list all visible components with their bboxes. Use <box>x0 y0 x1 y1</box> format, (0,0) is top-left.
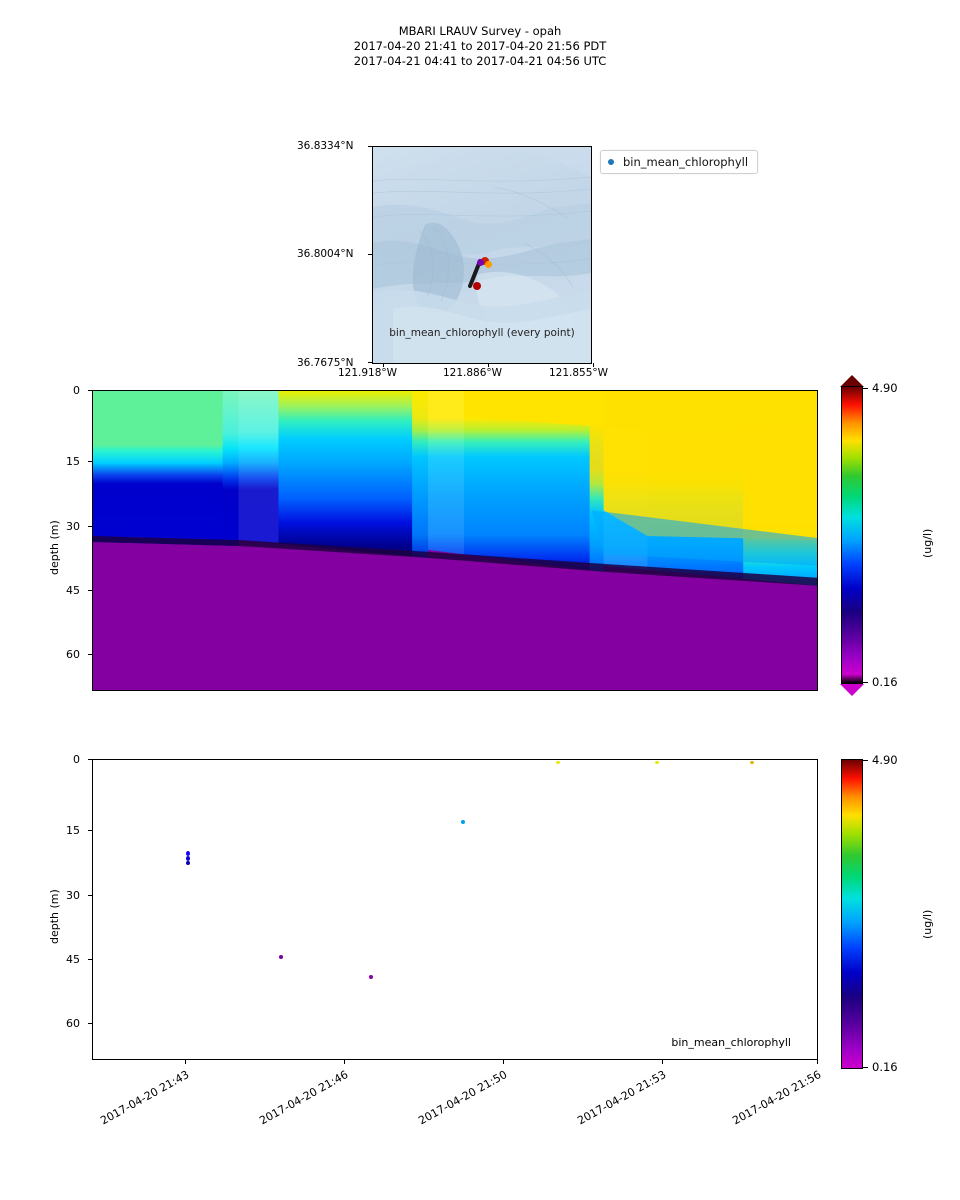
map-lon-tick-left: 121.918°W <box>338 367 398 379</box>
section-panel[interactable] <box>92 390 818 691</box>
colorbar-unit-label: (ug/l) <box>921 528 934 558</box>
track-point <box>485 261 492 268</box>
scatter-ytickmark <box>88 1023 92 1024</box>
scatter-ytick: 30 <box>66 889 80 902</box>
scatter-ytick: 15 <box>66 824 80 837</box>
colorbar-min-tickmark <box>863 1067 868 1068</box>
colorbar-gradient <box>841 386 863 684</box>
scatter-panel[interactable]: bin_mean_chlorophyll <box>92 759 818 1060</box>
section-ytickmark <box>88 526 92 527</box>
scatter-point <box>186 856 190 861</box>
scatter-xtick: 2017-04-20 21:43 <box>98 1068 192 1128</box>
scatter-xtickmark <box>344 1060 345 1064</box>
colorbar-max-label: 4.90 <box>872 753 898 767</box>
colorbar-gradient <box>841 759 863 1069</box>
bathymetry-basemap <box>373 147 591 363</box>
colorbar-unit-label: (ug/l) <box>921 909 934 939</box>
scatter-ytick: 45 <box>66 953 80 966</box>
scatter-xtickmark <box>662 1060 663 1064</box>
scatter-ytickmark <box>88 959 92 960</box>
scatter-xtick: 2017-04-20 21:53 <box>575 1068 669 1128</box>
scatter-point <box>461 820 465 824</box>
scatter-ytickmark <box>88 759 92 760</box>
scatter-point <box>279 955 283 959</box>
scatter-point <box>556 761 560 764</box>
map-annotation: bin_mean_chlorophyll (every point) <box>389 327 575 339</box>
map-lat-tick-mid: 36.8004°N <box>297 248 354 260</box>
scatter-annotation: bin_mean_chlorophyll <box>671 1036 791 1049</box>
section-ytickmark <box>88 390 92 391</box>
section-ytickmark <box>88 654 92 655</box>
colorbar-min-label: 0.16 <box>872 675 898 689</box>
map-lon-tickmark <box>488 363 489 367</box>
colorbar-extend-min-icon <box>840 684 864 696</box>
section-ytick: 60 <box>66 648 80 661</box>
plot-title: MBARI LRAUV Survey - opah 2017-04-20 21:… <box>0 24 960 69</box>
scatter-xtickmark <box>185 1060 186 1064</box>
map-lon-tickmark <box>593 363 594 367</box>
track-point <box>481 257 489 265</box>
legend-marker-icon <box>608 159 614 165</box>
title-line-pdt: 2017-04-20 21:41 to 2017-04-20 21:56 PDT <box>353 39 607 53</box>
scatter-point <box>750 761 754 764</box>
section-ytick: 0 <box>73 384 80 397</box>
legend-label: bin_mean_chlorophyll <box>623 155 749 169</box>
title-line-survey: MBARI LRAUV Survey - opah <box>398 24 562 38</box>
colorbar-min-tickmark <box>863 682 868 683</box>
map-lon-tickmark <box>383 363 384 367</box>
scatter-ytickmark <box>88 895 92 896</box>
scatter-point <box>186 861 190 865</box>
map-panel[interactable]: bin_mean_chlorophyll (every point) <box>372 146 592 364</box>
section-ytick: 15 <box>66 455 80 468</box>
section-ytick: 30 <box>66 520 80 533</box>
section-ytick: 45 <box>66 584 80 597</box>
colorbar-min-label: 0.16 <box>872 1060 898 1074</box>
scatter-point <box>186 851 190 856</box>
scatter-xtickmark <box>503 1060 504 1064</box>
colorbar-max-tickmark <box>863 760 868 761</box>
map-lat-tick-top: 36.8334°N <box>297 140 354 152</box>
colorbar-max-tickmark <box>863 388 868 389</box>
colorbar-max-label: 4.90 <box>872 381 898 395</box>
scatter-xtickmark <box>817 1060 818 1064</box>
scatter-point <box>655 761 659 764</box>
map-lon-tick-mid: 121.886°W <box>443 367 503 379</box>
title-line-utc: 2017-04-21 04:41 to 2017-04-21 04:56 UTC <box>353 54 607 68</box>
track-point <box>473 282 481 290</box>
scatter-ytick: 60 <box>66 1017 80 1030</box>
track-point <box>477 259 484 266</box>
map-lon-tick-right: 121.855°W <box>549 367 609 379</box>
scatter-xtick: 2017-04-20 21:46 <box>257 1068 351 1128</box>
section-ytickmark <box>88 461 92 462</box>
map-lat-tick-bottom: 36.7675°N <box>297 357 354 369</box>
map-lat-tickmark <box>368 254 372 255</box>
colorbar-extend-max-icon <box>840 375 864 387</box>
map-legend[interactable]: bin_mean_chlorophyll <box>600 150 759 174</box>
map-lat-tickmark <box>368 362 372 363</box>
map-lat-tickmark <box>368 146 372 147</box>
scatter-xtick: 2017-04-20 21:56 <box>730 1068 824 1128</box>
scatter-ytickmark <box>88 830 92 831</box>
chlorophyll-section-image <box>93 391 817 690</box>
scatter-point <box>369 975 373 979</box>
scatter-xtick: 2017-04-20 21:50 <box>416 1068 510 1128</box>
section-ytickmark <box>88 590 92 591</box>
scatter-ytick: 0 <box>73 753 80 766</box>
